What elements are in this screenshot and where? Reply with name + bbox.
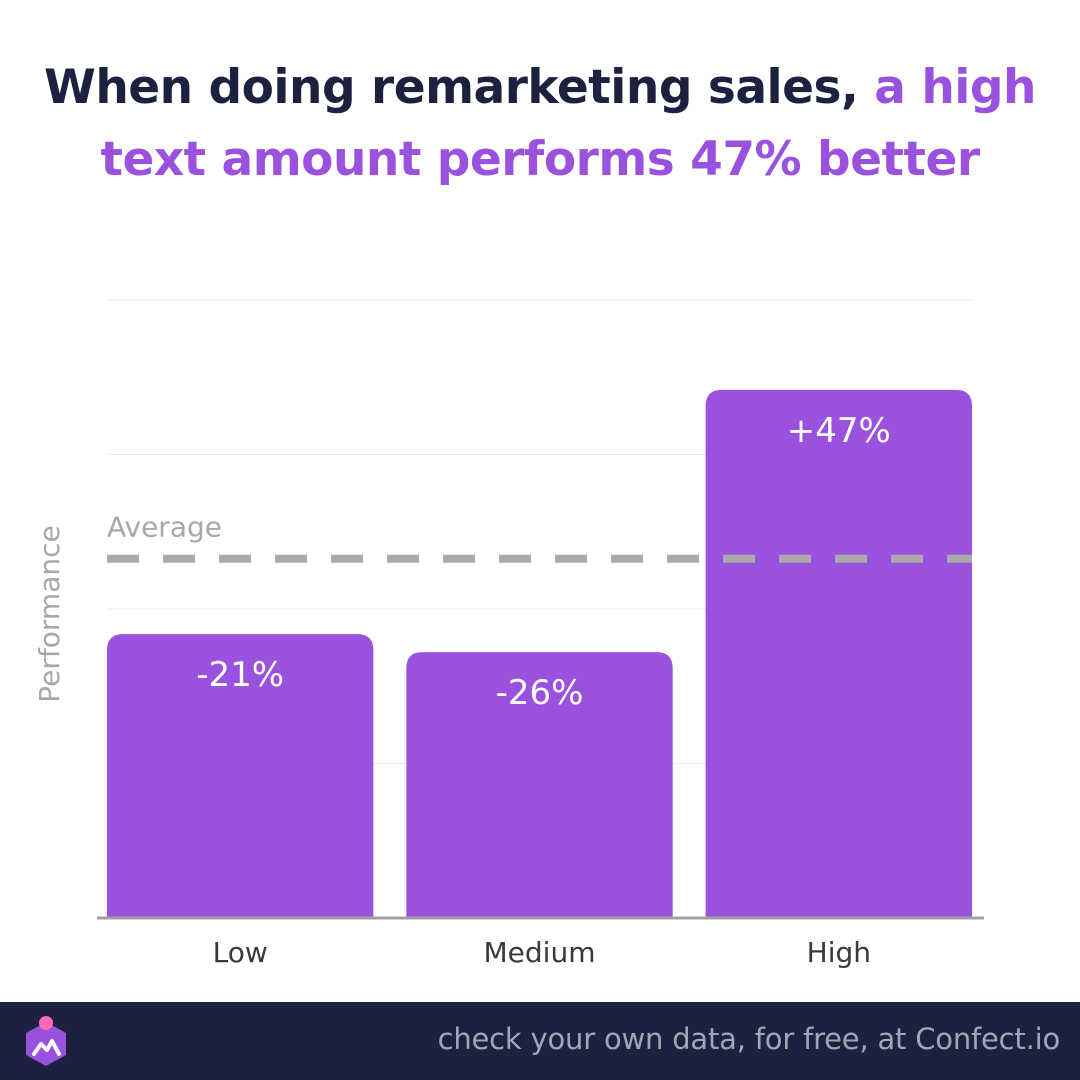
category-label: High — [807, 936, 871, 969]
bar-value-labels: -21% -26% +47% — [196, 411, 891, 713]
y-axis-label: Performance — [33, 525, 66, 702]
bar-low — [107, 634, 374, 918]
bar-medium — [406, 652, 673, 918]
category-label: Low — [213, 936, 268, 969]
footer-bar: check your own data, for free, at Confec… — [0, 1002, 1080, 1080]
bars — [107, 389, 972, 919]
footer-text[interactable]: check your own data, for free, at Confec… — [437, 1022, 1061, 1056]
category-label: Medium — [484, 936, 596, 969]
bar-high — [705, 389, 972, 919]
average-label: Average — [107, 511, 222, 544]
bar-chart: Average -21% -26% +47% Low Medium High Perfo… — [33, 299, 984, 969]
confect-logo-icon[interactable] — [20, 1016, 72, 1070]
bar-value-label: -26% — [496, 673, 584, 713]
chart-title: When doing remarketing sales, a high tex… — [0, 52, 1080, 196]
category-labels: Low Medium High — [213, 936, 871, 969]
bar-value-label: +47% — [787, 411, 891, 451]
bar-value-label: -21% — [196, 655, 284, 695]
title-main: When doing remarketing sales, — [44, 60, 859, 115]
title-highlight: a high text amount performs 47% better — [100, 60, 1036, 187]
